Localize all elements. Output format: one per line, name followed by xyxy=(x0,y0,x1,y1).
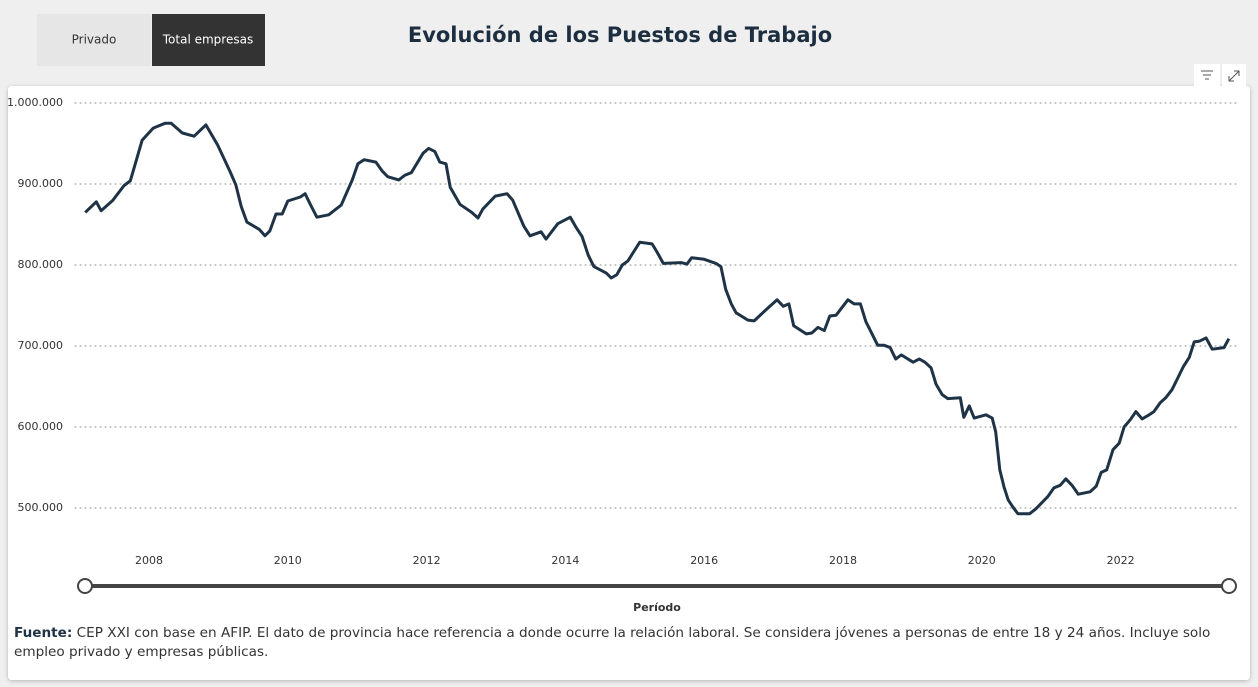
x-tick-label: 2010 xyxy=(274,554,302,567)
y-tick-label: 500.000 xyxy=(18,501,64,514)
focus-glyph xyxy=(1228,70,1240,82)
footnote-text: CEP XXI con base en AFIP. El dato de pro… xyxy=(14,625,1211,660)
tab-label[interactable]: Total empresas xyxy=(162,33,253,47)
chart-card xyxy=(8,86,1250,680)
x-tick-label: 2008 xyxy=(135,554,163,567)
footnote: Fuente: CEP XXI con base en AFIP. El dat… xyxy=(14,624,1246,662)
x-axis-label: Período xyxy=(633,601,681,614)
y-tick-label: 1.000.000 xyxy=(7,96,63,109)
x-tick-label: 2014 xyxy=(551,554,579,567)
x-tick-label: 2016 xyxy=(690,554,718,567)
x-tick-label: 2012 xyxy=(413,554,441,567)
slider-handle[interactable] xyxy=(1221,578,1237,594)
y-tick-label: 600.000 xyxy=(18,420,64,433)
tab-button[interactable] xyxy=(37,14,151,66)
slider-handle[interactable] xyxy=(77,578,93,594)
x-tick-label: 2020 xyxy=(968,554,996,567)
y-tick-label: 700.000 xyxy=(18,339,64,352)
x-tick-label: 2022 xyxy=(1107,554,1135,567)
tab-button-active[interactable] xyxy=(152,14,265,66)
footnote-label: Fuente: xyxy=(14,625,73,641)
page-title: Evolución de los Puestos de Trabajo xyxy=(408,23,832,47)
y-tick-label: 900.000 xyxy=(18,177,64,190)
data-line xyxy=(84,121,1231,516)
y-tick-label: 800.000 xyxy=(18,258,64,271)
x-tick-label: 2018 xyxy=(829,554,857,567)
tab-label[interactable]: Privado xyxy=(72,33,117,47)
filter-glyph xyxy=(1201,70,1213,80)
filter-icon[interactable] xyxy=(1194,64,1220,88)
